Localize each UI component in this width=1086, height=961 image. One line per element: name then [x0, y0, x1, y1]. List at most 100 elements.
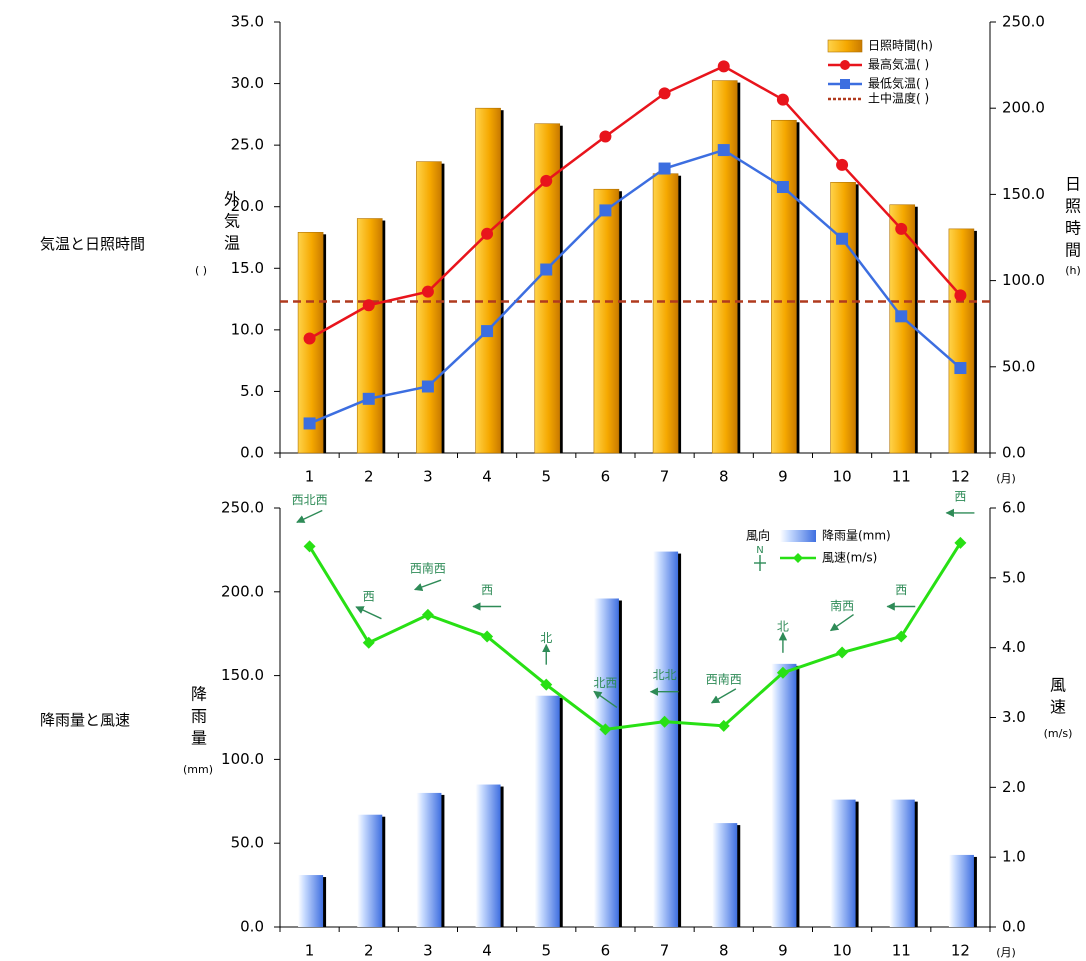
y-tick-label-left: 100.0 — [221, 750, 264, 768]
y-tick-label-right: 150.0 — [1002, 185, 1045, 203]
legend-label-wind-direction: 風向 — [746, 528, 770, 543]
x-tick-label: 2 — [364, 942, 374, 960]
y-axis-title-left: 降 — [191, 685, 207, 704]
min-temp-point — [599, 204, 612, 217]
rainfall-bar — [712, 823, 738, 927]
rainfall-bar — [653, 551, 679, 927]
max-temp-point — [540, 174, 553, 187]
wind-direction-arrow — [710, 688, 737, 704]
legend-label-soil-temp: 土中温度( ) — [868, 91, 929, 106]
y-tick-label-right: 5.0 — [1002, 568, 1026, 586]
wind-speed-point — [303, 540, 316, 553]
y-axis-unit-left: (mm) — [183, 763, 213, 776]
min-temp-point — [421, 380, 434, 393]
sunshine-bar — [711, 80, 738, 454]
y-tick-label-right: 200.0 — [1002, 99, 1045, 117]
y-tick-label-right: 250.0 — [1002, 13, 1045, 31]
min-temp-point — [954, 362, 967, 375]
wind-direction-label: 北西 — [593, 676, 617, 690]
sunshine-bar — [889, 204, 916, 454]
wind-direction-arrow — [829, 613, 854, 632]
y-axis-title-right: 時 — [1065, 219, 1081, 238]
rainfall-bar — [830, 799, 856, 927]
side-label-temperature: 気温と日照時間 — [40, 235, 146, 253]
legend-swatch-rainfall — [780, 530, 816, 542]
y-tick-label-right: 1.0 — [1002, 848, 1026, 866]
wind-speed-point — [895, 630, 908, 643]
sunshine-bar — [475, 107, 501, 454]
y-tick-label-left: 250.0 — [221, 499, 264, 517]
legend-label-rainfall: 降雨量(mm) — [822, 529, 891, 543]
max-temp-point — [954, 289, 967, 302]
max-temp-point — [362, 299, 375, 312]
sunshine-bar — [416, 161, 442, 454]
max-temp-point — [421, 285, 434, 298]
legend-north-letter: N — [756, 545, 763, 556]
rainfall-bar — [416, 792, 442, 927]
rainfall-bar — [475, 784, 501, 927]
x-tick-label: 9 — [778, 942, 788, 960]
max-temp-line — [308, 64, 962, 340]
min-temp-point — [303, 417, 316, 430]
x-tick-label: 10 — [833, 942, 852, 960]
x-tick-label: 4 — [482, 942, 492, 960]
wind-speed-point — [599, 723, 612, 736]
legend-label-wind-speed: 風速(m/s) — [822, 551, 877, 565]
rainfall-bar — [889, 799, 915, 927]
sunshine-bar — [948, 228, 975, 454]
y-tick-label-left: 10.0 — [231, 320, 264, 338]
min-temp-point — [658, 162, 671, 175]
min-temp-point — [776, 181, 789, 194]
min-temp-line — [309, 148, 962, 425]
x-tick-label: 10 — [833, 468, 852, 486]
wind-direction-label: 北北 — [653, 668, 677, 682]
rainfall-bar — [357, 814, 383, 927]
y-tick-label-left: 0.0 — [240, 444, 264, 462]
min-temp-point — [362, 392, 375, 405]
min-temp-point — [481, 325, 494, 338]
y-axis-title-right: 日 — [1065, 175, 1081, 194]
y-tick-label-right: 2.0 — [1002, 778, 1026, 796]
x-tick-label: 7 — [660, 468, 670, 486]
wind-direction-label: 西 — [363, 589, 375, 603]
max-temp-point — [599, 130, 612, 143]
wind-direction-arrow — [355, 606, 382, 620]
y-axis-title-left: 雨 — [191, 707, 207, 726]
wind-speed-point — [954, 536, 967, 549]
sunshine-bar — [593, 188, 620, 454]
y-tick-label-left: 50.0 — [231, 834, 264, 852]
x-tick-label: 6 — [601, 468, 611, 486]
legend-swatch-sunshine — [827, 39, 863, 53]
x-tick-label: 6 — [601, 942, 611, 960]
min-temp-point — [895, 310, 908, 323]
wind-direction-label: 南西 — [830, 598, 854, 613]
y-tick-label-right: 0.0 — [1002, 444, 1026, 462]
x-tick-label: 3 — [423, 468, 433, 486]
y-tick-label-left: 150.0 — [221, 666, 264, 684]
y-tick-label-left: 5.0 — [240, 382, 264, 400]
y-axis-unit-right: (h) — [1065, 264, 1081, 277]
legend-marker-max-temp — [840, 60, 850, 70]
x-tick-label: 12 — [951, 468, 970, 486]
x-tick-label: 8 — [719, 468, 729, 486]
x-tick-label: 4 — [482, 468, 492, 486]
wind-direction-label: 北 — [777, 619, 789, 633]
legend-label-max-temp: 最高気温( ) — [868, 57, 929, 72]
y-tick-label-left: 25.0 — [231, 136, 264, 154]
x-tick-label: 1 — [305, 468, 315, 486]
wind-speed-point — [836, 646, 849, 659]
max-temp-point — [895, 222, 908, 235]
rainfall-bar — [771, 663, 797, 927]
legend-marker-min-temp — [840, 79, 850, 89]
y-axis-title-right: 間 — [1065, 241, 1081, 260]
wind-direction-label: 西 — [895, 583, 907, 597]
sunshine-bar — [652, 173, 679, 454]
y-tick-label-right: 50.0 — [1002, 357, 1035, 375]
rainfall-bar — [948, 854, 974, 927]
side-label-rainfall: 降雨量と風速 — [40, 711, 131, 729]
min-temp-point — [836, 232, 849, 245]
rainfall-bar — [298, 875, 324, 927]
y-axis-title-left: 気 — [224, 212, 240, 231]
y-tick-label-left: 30.0 — [231, 74, 264, 92]
sunshine-bar — [771, 119, 797, 454]
